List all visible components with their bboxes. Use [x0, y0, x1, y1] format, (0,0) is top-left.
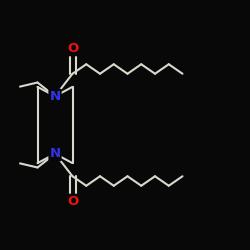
Text: O: O: [67, 42, 78, 55]
Text: N: N: [50, 90, 60, 103]
Text: O: O: [67, 195, 78, 208]
Text: N: N: [50, 147, 60, 160]
